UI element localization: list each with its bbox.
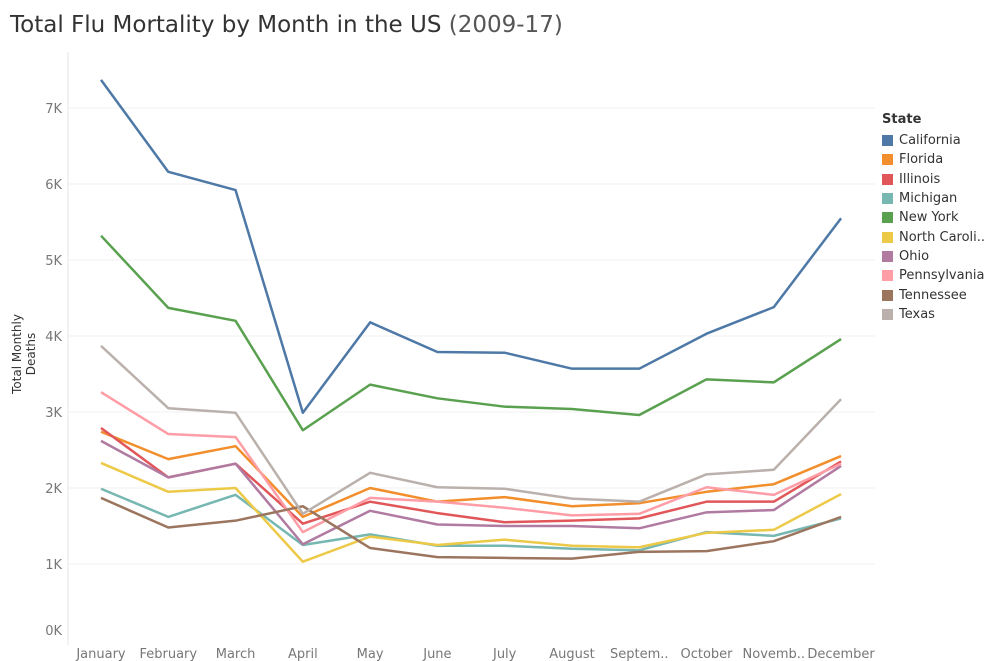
x-tick-label: May	[357, 647, 384, 661]
legend: State California Florida Illinois Michigan N…	[882, 112, 985, 324]
x-tick-label: April	[288, 647, 318, 661]
legend-item[interactable]: Michigan	[882, 189, 985, 208]
x-tick-label: October	[681, 647, 734, 661]
legend-item[interactable]: Florida	[882, 150, 985, 169]
x-tick-label: March	[216, 647, 256, 661]
legend-label: Florida	[899, 152, 944, 168]
y-tick-label: 7K	[45, 102, 62, 117]
x-tick-label: January	[75, 647, 126, 661]
x-tick-label: Septem..	[610, 647, 669, 661]
y-tick-label: 5K	[45, 254, 62, 269]
y-tick-label: 2K	[45, 482, 62, 497]
series-line-pennsylvania[interactable]	[100, 391, 842, 534]
legend-item[interactable]: Tennessee	[882, 285, 985, 304]
x-tick-label: February	[139, 647, 197, 661]
chart-title: Total Flu Mortality by Month in the US (…	[10, 12, 563, 38]
legend-swatch	[882, 250, 893, 262]
y-tick-label: 6K	[45, 178, 62, 193]
legend-item[interactable]: New York	[882, 208, 985, 227]
legend-label: North Caroli..	[899, 229, 986, 245]
x-tick-label: August	[549, 647, 595, 661]
legend-label: Michigan	[899, 191, 958, 207]
series-line-tennessee[interactable]	[100, 496, 842, 560]
legend-label: Illinois	[899, 171, 941, 187]
legend-swatch	[882, 231, 893, 243]
series-line-north-caroli-[interactable]	[100, 461, 842, 563]
legend-swatch	[882, 212, 893, 224]
legend-label: Ohio	[899, 248, 930, 264]
legend-item[interactable]: California	[882, 131, 985, 150]
series-line-ohio[interactable]	[100, 439, 842, 546]
legend-swatch	[882, 173, 893, 185]
x-tick-label: June	[422, 647, 451, 661]
legend-swatch	[882, 308, 893, 320]
legend-swatch	[882, 154, 893, 166]
y-tick-label: 4K	[45, 330, 62, 345]
chart-subtitle: (2009-17)	[448, 12, 563, 38]
legend-item[interactable]: Pennsylvania	[882, 266, 985, 285]
series-line-california[interactable]	[99, 79, 843, 415]
series-line-illinois[interactable]	[100, 426, 842, 525]
series-line-florida[interactable]	[100, 430, 842, 519]
legend-label: California	[899, 133, 961, 149]
x-tick-label: July	[492, 647, 517, 661]
legend-item[interactable]: North Caroli..	[882, 227, 985, 246]
x-tick-label: December	[807, 647, 875, 661]
legend-label: New York	[899, 210, 959, 226]
legend-item[interactable]: Illinois	[882, 170, 985, 189]
series-line-texas[interactable]	[100, 344, 842, 516]
legend-swatch	[882, 135, 893, 147]
y-tick-label: 1K	[45, 558, 62, 573]
legend-swatch	[882, 193, 893, 205]
legend-title: State	[882, 112, 922, 127]
legend-item[interactable]: Texas	[882, 305, 985, 324]
legend-label: Tennessee	[899, 287, 967, 303]
y-tick-label: 3K	[45, 406, 62, 421]
legend-swatch	[882, 289, 893, 301]
title-text: Total Flu Mortality by Month in the US	[10, 12, 442, 38]
y-tick-label: 0K	[45, 624, 62, 639]
x-tick-label: Novemb..	[743, 647, 806, 661]
legend-item[interactable]: Ohio	[882, 247, 985, 266]
legend-label: Pennsylvania	[899, 268, 985, 284]
series-line-michigan[interactable]	[100, 487, 842, 552]
series-line-new-york[interactable]	[100, 234, 842, 432]
legend-swatch	[882, 270, 893, 282]
legend-label: Texas	[899, 306, 935, 322]
